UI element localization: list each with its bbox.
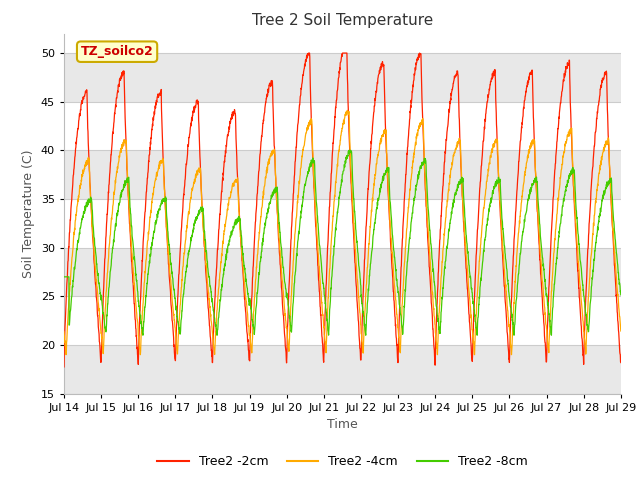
Text: TZ_soilco2: TZ_soilco2 bbox=[81, 45, 154, 58]
Y-axis label: Soil Temperature (C): Soil Temperature (C) bbox=[22, 149, 35, 278]
X-axis label: Time: Time bbox=[327, 418, 358, 431]
Bar bbox=[64, 345, 621, 394]
Legend: Tree2 -2cm, Tree2 -4cm, Tree2 -8cm: Tree2 -2cm, Tree2 -4cm, Tree2 -8cm bbox=[152, 450, 532, 473]
Bar bbox=[64, 53, 621, 102]
Bar bbox=[64, 248, 621, 296]
Bar bbox=[64, 150, 621, 199]
Title: Tree 2 Soil Temperature: Tree 2 Soil Temperature bbox=[252, 13, 433, 28]
